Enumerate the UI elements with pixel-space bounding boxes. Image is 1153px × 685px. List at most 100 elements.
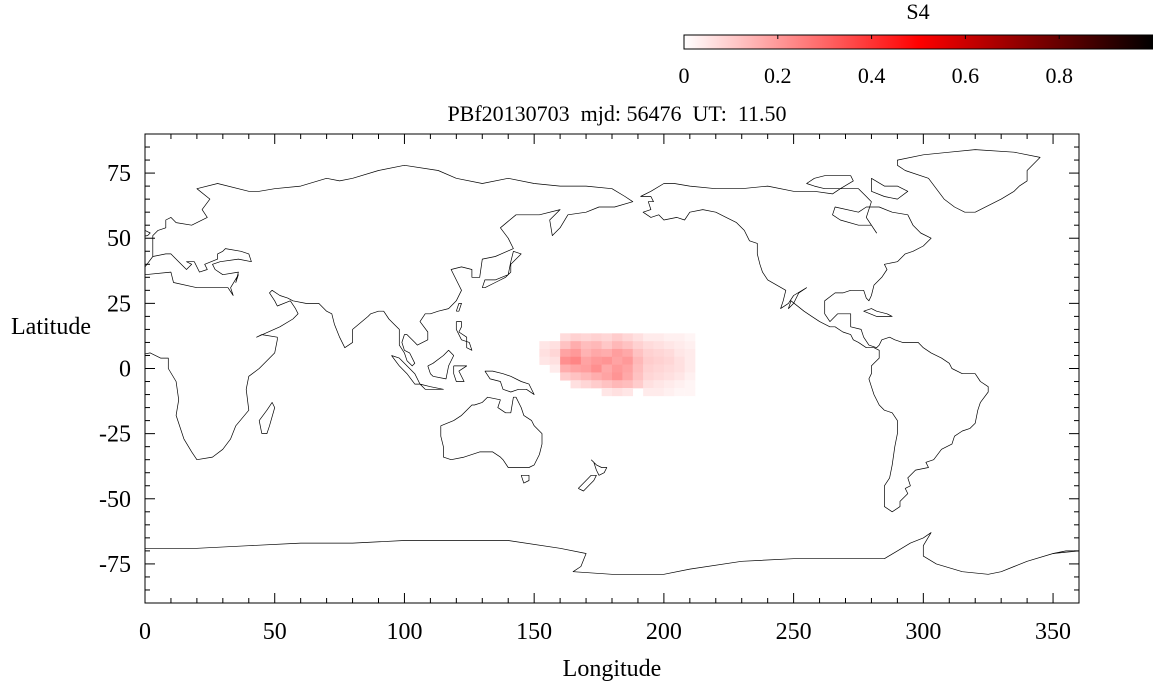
heatmap-cell xyxy=(674,356,685,365)
heatmap-cell xyxy=(560,333,571,342)
heatmap-cell xyxy=(580,380,592,389)
coastline xyxy=(145,164,634,461)
heatmap-cell xyxy=(601,388,613,397)
heatmap-cell xyxy=(580,364,592,373)
heatmap-cell xyxy=(663,364,675,373)
heatmap-cell xyxy=(622,341,634,350)
coastline xyxy=(145,532,1079,575)
coastline xyxy=(455,303,462,312)
x-tick-label: 350 xyxy=(1035,619,1071,645)
heatmap-cell xyxy=(643,372,654,381)
heatmap-cell xyxy=(539,348,551,358)
x-tick-label: 250 xyxy=(776,619,812,645)
coastline xyxy=(897,149,1041,213)
x-tick-label: 150 xyxy=(516,619,552,645)
coastline xyxy=(455,321,473,351)
heatmap-cell xyxy=(684,372,696,381)
coastline xyxy=(871,177,909,200)
x-tick-label: 0 xyxy=(139,619,151,645)
coastline xyxy=(83,197,112,205)
heatmap-cell xyxy=(580,348,592,358)
heatmap-cell xyxy=(580,341,592,350)
colorbar-tick-label: 0.8 xyxy=(1045,63,1073,88)
heatmap-cell xyxy=(643,341,654,350)
heatmap-cell xyxy=(684,348,696,358)
heatmap-cell xyxy=(560,341,571,350)
heatmap-cell xyxy=(653,372,665,381)
heatmap-cell xyxy=(612,380,623,389)
heatmap-cell xyxy=(684,333,696,342)
heatmap-cell xyxy=(570,356,582,365)
heatmap-cell xyxy=(643,348,654,358)
heatmap-cell xyxy=(570,380,582,389)
coastline xyxy=(863,308,893,317)
heatmap-cell xyxy=(580,356,592,365)
colorbar-tick-label: 0.4 xyxy=(858,63,886,88)
heatmap-cell xyxy=(560,372,571,381)
heatmap-cell xyxy=(653,380,665,389)
heatmap-cell xyxy=(601,380,613,389)
heatmap-cell xyxy=(663,348,675,358)
colorbar-tick-label: 0 xyxy=(679,63,690,88)
x-axis-label: Longitude xyxy=(563,656,662,682)
y-axis-label: Latitude xyxy=(11,314,91,340)
heatmap-cell xyxy=(601,348,613,358)
heatmap-cell xyxy=(663,333,675,342)
heatmap-cell xyxy=(643,388,654,397)
heatmap-cell xyxy=(674,333,685,342)
heatmap-cell xyxy=(674,348,685,358)
heatmap-cells xyxy=(539,333,696,397)
heatmap-cell xyxy=(591,356,602,365)
heatmap-cell xyxy=(632,364,644,373)
x-tick-label: 200 xyxy=(646,619,682,645)
heatmap-cell xyxy=(684,356,696,365)
heatmap-cell xyxy=(580,333,592,342)
coastline xyxy=(440,396,543,468)
heatmap-cell xyxy=(653,364,665,373)
coastlines xyxy=(83,149,1079,575)
heatmap-cell xyxy=(549,364,561,373)
heatmap-cell xyxy=(549,356,561,365)
coastline xyxy=(484,370,535,395)
heatmap-cell xyxy=(684,380,696,389)
heatmap-cell xyxy=(643,380,654,389)
heatmap-cell xyxy=(674,341,685,350)
colorbar-tick-label: 0.2 xyxy=(764,63,792,88)
heatmap-cell xyxy=(684,388,696,397)
heatmap-cell xyxy=(632,333,644,342)
heatmap-cell xyxy=(612,348,623,358)
coastline xyxy=(640,183,989,513)
heatmap-cell xyxy=(684,341,696,350)
y-tick-label: 25 xyxy=(107,291,131,317)
heatmap-cell xyxy=(539,341,551,350)
heatmap-cell xyxy=(591,348,602,358)
heatmap-cell xyxy=(622,372,634,381)
heatmap-cell xyxy=(653,348,665,358)
heatmap-cell xyxy=(601,341,613,350)
heatmap-cell xyxy=(549,341,561,350)
heatmap-cell xyxy=(570,341,582,350)
heatmap-cell xyxy=(674,372,685,381)
coastline xyxy=(145,229,151,237)
y-tick-label: -50 xyxy=(99,487,131,513)
y-tick-label: -75 xyxy=(99,552,131,578)
y-tick-label: 50 xyxy=(107,226,131,252)
heatmap-cell xyxy=(612,333,623,342)
heatmap-cell xyxy=(560,364,571,373)
heatmap-cell xyxy=(612,356,623,365)
heatmap-cell xyxy=(570,348,582,358)
heatmap-cell xyxy=(591,333,602,342)
heatmap-cell xyxy=(663,341,675,350)
heatmap-cell xyxy=(663,372,675,381)
heatmap-cell xyxy=(570,372,582,381)
heatmap-cell xyxy=(612,341,623,350)
coastline xyxy=(590,459,608,476)
heatmap-cell xyxy=(674,364,685,373)
heatmap-cell xyxy=(591,341,602,350)
heatmap-cell xyxy=(663,356,675,365)
heatmap-cell xyxy=(612,388,623,397)
heatmap-cell xyxy=(601,372,613,381)
heatmap-cell xyxy=(674,388,685,397)
coastline xyxy=(481,250,522,289)
